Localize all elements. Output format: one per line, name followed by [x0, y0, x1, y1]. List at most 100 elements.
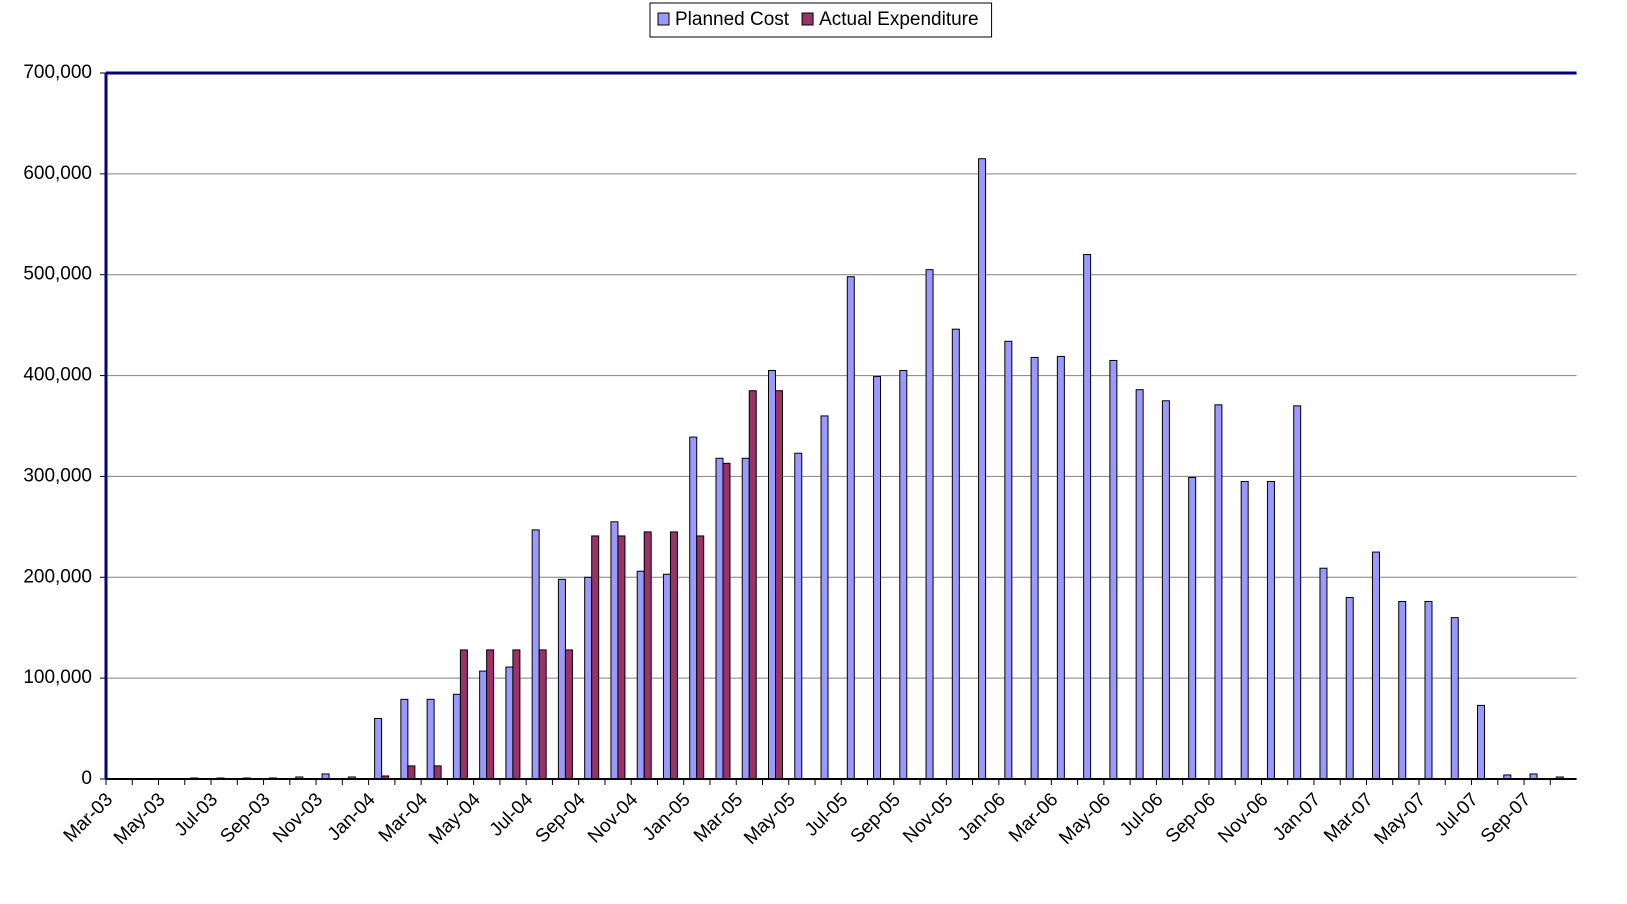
bar	[689, 436, 698, 780]
bar	[538, 649, 547, 780]
bar	[452, 693, 461, 780]
legend-box	[649, 2, 993, 38]
bar	[459, 649, 468, 780]
x-tick-label: Jul-06	[1116, 789, 1167, 840]
x-tick-label: Mar-06	[1005, 789, 1062, 846]
bar	[505, 666, 514, 780]
bar	[1004, 340, 1013, 780]
legend-label: Planned Cost	[675, 9, 790, 30]
y-tick-label: 0	[81, 768, 92, 789]
bar	[617, 535, 626, 780]
bar	[951, 328, 960, 780]
x-tick-label: Jul-05	[801, 789, 852, 840]
bar	[1424, 600, 1433, 780]
x-tick-label: Sep-06	[1162, 789, 1220, 847]
bar	[643, 531, 652, 780]
bar	[1293, 405, 1302, 780]
bar	[486, 649, 495, 780]
bar	[636, 570, 645, 780]
x-tick-label: Nov-06	[1214, 789, 1272, 847]
bar	[722, 462, 731, 780]
x-tick-label: Sep-05	[847, 789, 905, 847]
x-tick-label: Jan-06	[954, 789, 1010, 845]
bar	[715, 457, 724, 780]
bar	[1450, 617, 1459, 780]
x-tick-label: Sep-03	[216, 789, 274, 847]
bar	[1345, 596, 1354, 780]
bar	[1056, 355, 1065, 780]
bar	[374, 717, 383, 780]
bar	[748, 390, 757, 780]
y-tick-label: 400,000	[23, 365, 92, 386]
bar	[899, 370, 908, 780]
bar	[1135, 389, 1144, 780]
x-tick-label: Jan-04	[324, 789, 380, 845]
bar	[873, 376, 882, 780]
x-tick-label: May-05	[740, 789, 800, 849]
x-tick-label: Sep-07	[1477, 789, 1535, 847]
x-tick-label: Mar-04	[375, 789, 433, 847]
x-tick-label: May-03	[110, 789, 170, 849]
legend: Planned Cost Actual Expenditure	[649, 2, 993, 38]
bar	[1030, 356, 1039, 780]
x-tick-label: Jul-07	[1431, 789, 1482, 840]
x-tick-label: Mar-07	[1320, 789, 1377, 846]
bar	[1083, 254, 1092, 780]
bar	[1477, 704, 1486, 780]
y-tick-label: 700,000	[23, 62, 92, 83]
bar	[1188, 476, 1197, 780]
bar	[1109, 359, 1118, 780]
bar	[1319, 567, 1328, 780]
y-tick-label: 100,000	[23, 667, 92, 688]
bar	[1161, 400, 1170, 780]
bar	[584, 576, 593, 780]
bar	[479, 670, 488, 780]
x-tick-label: Nov-03	[269, 789, 327, 847]
bar	[820, 415, 829, 780]
bar	[696, 535, 705, 780]
y-tick-label: 300,000	[23, 465, 92, 486]
bar	[669, 531, 678, 780]
legend-label: Actual Expenditure	[819, 9, 979, 30]
bar	[794, 452, 803, 780]
bar	[1240, 480, 1249, 780]
bar	[433, 765, 442, 780]
bar	[1371, 551, 1380, 780]
x-tick-label: Nov-04	[584, 789, 642, 847]
x-tick-label: May-04	[425, 789, 485, 849]
x-tick-label: Jan-05	[639, 789, 695, 845]
x-tick-label: Jul-03	[171, 789, 222, 840]
bar	[407, 765, 416, 780]
bar	[775, 390, 783, 780]
bar	[978, 158, 987, 780]
x-tick-label: Mar-05	[690, 789, 747, 846]
bar	[512, 649, 521, 780]
x-tick-label: Mar-03	[60, 789, 117, 846]
x-tick-label: May-07	[1370, 789, 1430, 849]
bar	[662, 573, 671, 780]
x-tick-label: Nov-05	[899, 789, 957, 847]
legend-swatch	[801, 12, 814, 26]
bar	[564, 649, 573, 780]
x-tick-label: May-06	[1055, 789, 1115, 849]
y-tick-label: 600,000	[23, 163, 92, 184]
bar	[591, 535, 600, 780]
y-tick-label: 200,000	[23, 566, 92, 587]
bar	[925, 269, 934, 780]
bar	[557, 578, 566, 780]
bar	[1398, 600, 1407, 780]
bar	[741, 457, 750, 780]
bar	[846, 276, 855, 780]
bar	[531, 529, 540, 780]
x-tick-label: Jan-07	[1269, 789, 1325, 845]
bar	[1266, 480, 1275, 780]
bar	[610, 521, 619, 780]
y-tick-label: 500,000	[23, 264, 92, 285]
x-tick-label: Jul-04	[486, 789, 538, 841]
bar	[426, 698, 435, 780]
legend-swatch	[657, 12, 670, 26]
bar	[1214, 404, 1223, 780]
x-tick-label: Sep-04	[532, 789, 590, 847]
bar	[400, 698, 409, 780]
